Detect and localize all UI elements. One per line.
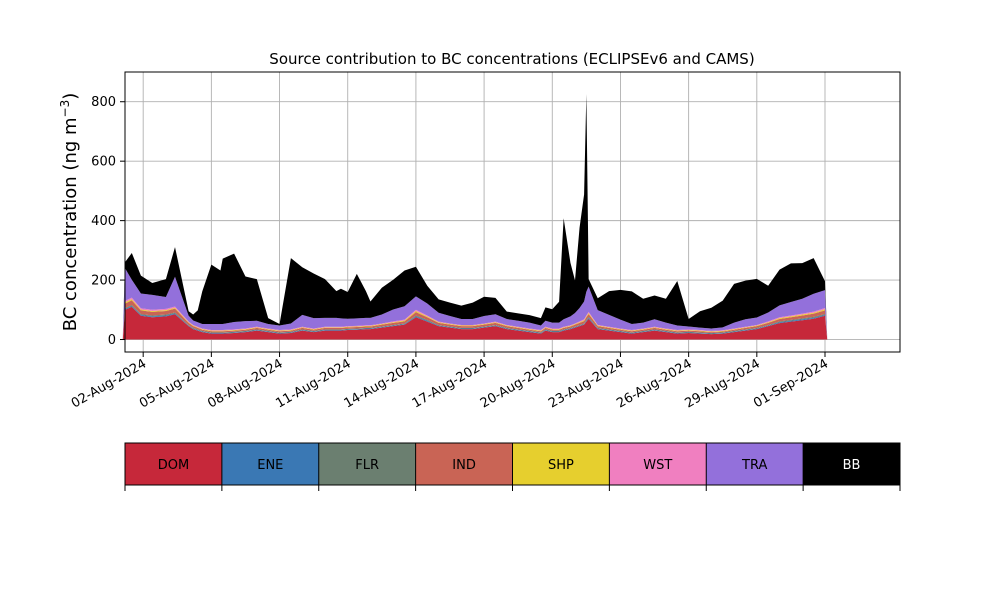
legend-label-wst: WST xyxy=(643,458,672,473)
legend-swatch-dom xyxy=(125,443,222,485)
y-tick-label-1: 200 xyxy=(91,274,116,289)
legend-label-shp: SHP xyxy=(548,458,574,473)
y-tick-label-3: 600 xyxy=(91,155,116,170)
legend-label-tra: TRA xyxy=(741,458,767,473)
y-axis-label-superscript: −3 xyxy=(58,100,72,118)
y-axis-label-close: ) xyxy=(60,93,81,100)
legend-label-flr: FLR xyxy=(355,458,379,473)
series-area-ene xyxy=(122,305,828,340)
series-area-bb xyxy=(122,94,828,340)
series-area-ind xyxy=(122,300,828,340)
legend-swatch-ind xyxy=(415,443,513,485)
y-tick-label-4: 800 xyxy=(91,95,116,110)
legend-label-ind: IND xyxy=(452,458,476,473)
series-layer xyxy=(122,94,828,340)
legend-swatch-shp xyxy=(512,443,610,485)
legend-label-ene: ENE xyxy=(257,458,283,473)
legend-swatch-bb xyxy=(803,443,900,485)
y-tick-label-0: 0 xyxy=(108,333,116,348)
y-axis: 0 200 400 600 800 xyxy=(91,95,125,348)
legend-label-bb: BB xyxy=(843,458,861,473)
legend-swatch-tra xyxy=(706,443,804,485)
legend-swatch-wst xyxy=(609,443,707,485)
series-area-tra xyxy=(122,268,828,340)
legend-label-dom: DOM xyxy=(158,458,189,473)
legend-colorbar: DOM ENE FLR IND SHP WST TRA BB xyxy=(124,442,901,491)
y-axis-label-main: BC concentration (ng m xyxy=(60,117,81,331)
y-tick-label-2: 400 xyxy=(91,214,116,229)
legend-swatch-ene xyxy=(221,443,319,485)
chart-title: Source contribution to BC concentrations… xyxy=(269,50,754,68)
axes-frame xyxy=(124,71,901,353)
y-axis-label: BC concentration (ng m−3) xyxy=(58,93,81,332)
series-area-dom xyxy=(122,306,828,340)
legend-swatch-flr xyxy=(318,443,416,485)
